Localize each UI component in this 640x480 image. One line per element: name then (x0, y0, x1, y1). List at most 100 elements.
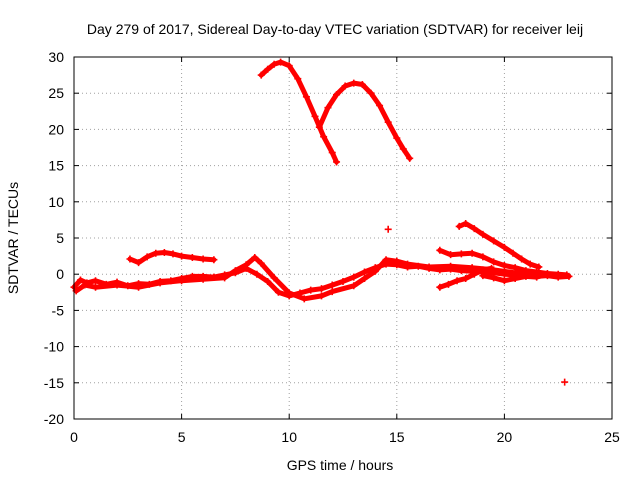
y-tick-label: 30 (48, 49, 64, 65)
data-point (479, 272, 487, 280)
data-point (444, 280, 452, 288)
y-tick-label: -10 (44, 339, 64, 355)
data-point (522, 272, 530, 280)
data-point (462, 275, 470, 283)
data-point (300, 295, 308, 303)
data-point (371, 267, 379, 275)
grid-lines (74, 57, 612, 419)
data-point (307, 286, 315, 294)
y-tick-label: 25 (48, 85, 64, 101)
data-point (302, 93, 310, 101)
data-point (500, 243, 508, 251)
data-point (393, 134, 401, 142)
data-point (92, 277, 100, 285)
data-point (253, 270, 261, 278)
data-point (563, 271, 571, 279)
data-point (257, 259, 265, 267)
data-point (350, 79, 358, 87)
data-point (199, 255, 207, 263)
data-point (376, 102, 384, 110)
data-point (490, 237, 498, 245)
data-point (500, 277, 508, 285)
data-point (270, 274, 278, 282)
data-point (511, 275, 519, 283)
data-point (324, 104, 332, 112)
data-point (277, 58, 285, 66)
data-point (231, 267, 239, 275)
y-tick-label: 5 (56, 230, 64, 246)
data-point (169, 250, 177, 258)
data-point (350, 273, 358, 281)
data-point (453, 277, 461, 285)
y-tick-label: 10 (48, 194, 64, 210)
data-point (264, 65, 272, 73)
x-tick-label: 0 (70, 429, 78, 445)
data-point (543, 270, 551, 278)
data-point (554, 270, 562, 278)
data-point (311, 112, 319, 120)
data-point (152, 249, 160, 257)
series-track-h-evening-drop (436, 264, 495, 291)
data-point (274, 288, 282, 296)
data-point (457, 250, 465, 258)
data-point (178, 252, 186, 260)
data-point (509, 249, 517, 257)
series-track-b-high-arc (315, 79, 414, 162)
data-point (341, 82, 349, 90)
data-point (487, 264, 495, 272)
data-point (535, 263, 543, 271)
series-track (456, 221, 542, 270)
data-point (294, 75, 302, 83)
data-point (350, 282, 358, 290)
x-tick-label: 15 (389, 429, 405, 445)
data-point (361, 275, 369, 283)
data-point (404, 260, 412, 268)
data-point (257, 71, 265, 79)
y-tick-label: 15 (48, 158, 64, 174)
data-point (143, 253, 151, 261)
data-point (526, 260, 534, 268)
data-point (221, 274, 229, 282)
data-point (285, 62, 293, 70)
series-track (316, 80, 413, 161)
data-point (470, 225, 478, 233)
x-tick-label: 20 (497, 429, 513, 445)
data-point (317, 285, 325, 293)
data-point (511, 264, 519, 272)
data-marks (70, 58, 573, 386)
data-point (425, 263, 433, 271)
data-point (447, 262, 455, 270)
data-point (126, 255, 134, 263)
data-point (92, 283, 100, 291)
data-point (468, 264, 476, 272)
data-point (384, 225, 392, 233)
data-point (285, 289, 293, 297)
data-point (361, 268, 369, 276)
data-point (358, 81, 366, 89)
series-track-i-late-low (479, 270, 551, 285)
x-tick-label: 5 (178, 429, 186, 445)
series-track (73, 255, 540, 302)
series-track-f-evening-arc (455, 220, 543, 271)
data-point (367, 89, 375, 97)
data-point (76, 276, 84, 284)
y-tick-label: 20 (48, 121, 64, 137)
y-axis-ticks: -20 -15 -10 -5 0 5 10 15 20 25 30 (44, 49, 612, 427)
data-point (320, 133, 328, 141)
data-point (328, 288, 336, 296)
data-point (264, 277, 272, 285)
data-point (468, 249, 476, 257)
data-point (333, 158, 341, 166)
data-point (561, 378, 569, 386)
data-point (333, 91, 341, 99)
data-point (462, 220, 470, 228)
x-tick-label: 25 (604, 429, 620, 445)
data-point (447, 251, 455, 259)
y-tick-label: -15 (44, 375, 64, 391)
plot-frame (73, 56, 613, 420)
data-point (384, 118, 392, 126)
data-point (188, 254, 196, 262)
data-point (81, 281, 89, 289)
data-point (328, 281, 336, 289)
